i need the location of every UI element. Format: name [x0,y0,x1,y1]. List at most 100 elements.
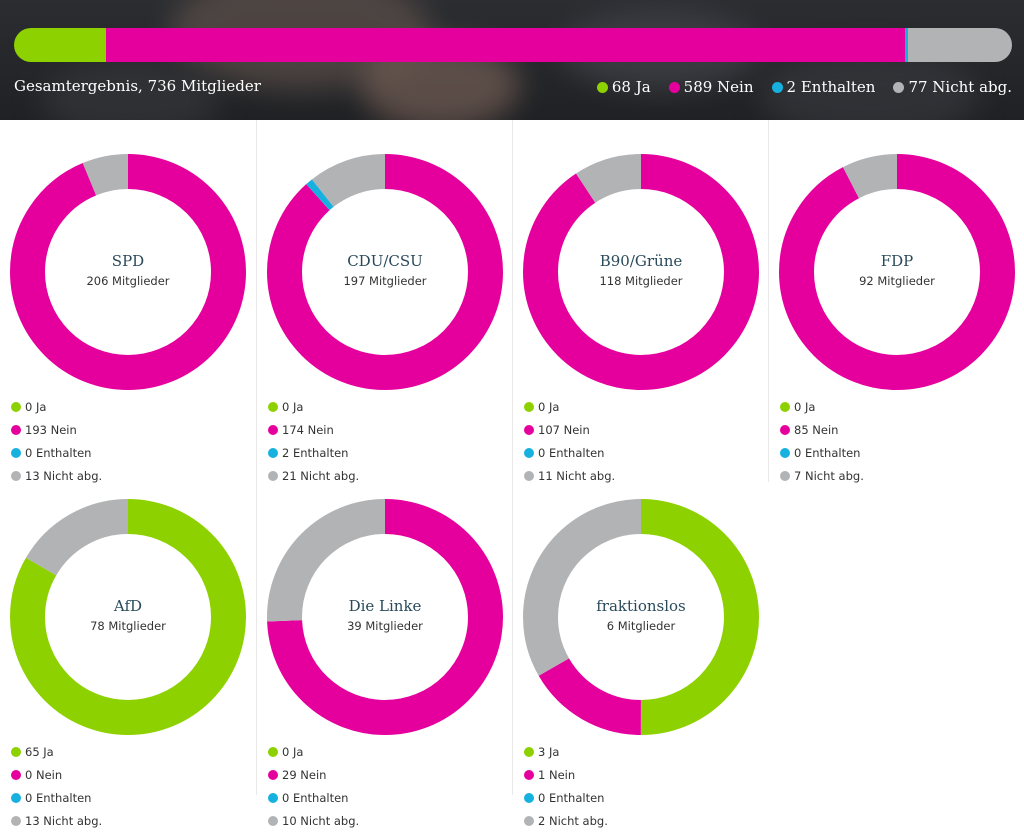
bar-segment-ja [14,28,107,62]
legend-label: 13 Nicht abg. [25,468,103,483]
legend-label: 0 Enthalten [25,445,92,460]
nicht-abgegeben-dot-icon [268,470,278,481]
nicht-abgegeben-dot-icon [780,470,790,481]
legend-item-nicht-abgegeben: 2 Nicht abg. [524,809,608,832]
ja-dot-icon [524,746,534,757]
donut-center-label: B90/Grüne 118 Mitglieder [523,154,759,390]
donut-slice-nicht-abgegeben [267,499,503,735]
enthalten-dot-icon [771,81,783,93]
legend-item-ja: 3 Ja [524,740,608,763]
legend-label: 10 Nicht abg. [282,813,360,828]
party-name: CDU/CSU [347,252,423,270]
bar-segment-nicht-abgegeben [907,28,1012,62]
legend-item-ja: 65 Ja [11,740,102,763]
legend-item-ja: 0 Ja [268,740,359,763]
nein-dot-icon [11,424,21,435]
legend-label: 0 Enthalten [794,445,861,460]
legend-label: 0 Ja [282,744,304,759]
legend-item-enthalten: 2 Enthalten [268,441,359,464]
legend-item-enthalten: 0 Enthalten [780,441,864,464]
legend-item-nein: 29 Nein [268,763,359,786]
legend-label: 68 Ja [611,78,651,96]
legend-item-enthalten: 0 Enthalten [524,441,615,464]
bar-segment-nein [106,28,905,62]
legend-label: 0 Ja [282,399,304,414]
legend-item-enthalten: 0 Enthalten [524,786,608,809]
nein-dot-icon [268,424,278,435]
party-name: fraktionslos [596,597,686,615]
legend-label: 2 Enthalten [282,445,349,460]
ja-dot-icon [596,81,608,93]
member-count: 206 Mitglieder [86,274,170,288]
legend-label: 29 Nein [282,767,327,782]
party-legend: 0 Ja 174 Nein 2 Enthalten 21 Nicht abg. [268,395,359,487]
legend-label: 0 Nein [25,767,63,782]
legend-item-nicht-abgegeben: 13 Nicht abg. [11,464,102,487]
legend-item-nicht-abgegeben: 13 Nicht abg. [11,809,102,832]
member-count: 78 Mitglieder [90,619,166,633]
enthalten-dot-icon [11,792,21,803]
total-result-legend: 68 Ja 589 Nein 2 Enthalten 77 Nicht abg. [596,78,1012,96]
legend-item-nein: 85 Nein [780,418,864,441]
legend-label: 85 Nein [794,422,839,437]
donut-center-label: Die Linke 39 Mitglieder [267,499,503,735]
party-card-fdp: FDP 92 Mitglieder 0 Ja 85 Nein 0 Enthalten 7 … [768,120,1024,483]
party-card-spd: SPD 206 Mitglieder 0 Ja 193 Nein 0 Enthalten… [0,120,256,483]
party-legend: 0 Ja 29 Nein 0 Enthalten 10 Nicht abg. [268,740,359,832]
donut-chart [779,154,1015,390]
legend-item-ja: 0 Ja [11,395,102,418]
enthalten-dot-icon [780,447,790,458]
legend-label: 13 Nicht abg. [25,813,103,828]
member-count: 6 Mitglieder [606,619,676,633]
ja-dot-icon [524,401,534,412]
legend-label: 0 Enthalten [25,790,92,805]
nicht-abgegeben-dot-icon [524,470,534,481]
legend-label: 107 Nein [538,422,590,437]
donut-slice-nicht-abgegeben [267,154,503,390]
donut-center-label: FDP 92 Mitglieder [779,154,1015,390]
party-card-fraktionslos: fraktionslos 6 Mitglieder 3 Ja 1 Nein 0 Enth… [512,465,769,828]
ja-dot-icon [11,401,21,412]
legend-label: 174 Nein [282,422,334,437]
legend-item-enthalten: 0 Enthalten [11,441,102,464]
donut-chart [523,154,759,390]
party-card-afd: AfD 78 Mitglieder 65 Ja 0 Nein 0 Enthalten 13… [0,465,256,828]
member-count: 118 Mitglieder [599,274,683,288]
legend-label: 3 Ja [538,744,560,759]
total-result-title: Gesamtergebnis, 736 Mitglieder [14,77,261,95]
donut-slice-nicht-abgegeben [10,499,246,735]
donut-slice-nicht-abgegeben [779,154,1015,390]
party-legend: 0 Ja 193 Nein 0 Enthalten 13 Nicht abg. [11,395,102,487]
ja-dot-icon [11,746,21,757]
legend-item-enthalten: 2 Enthalten [771,78,875,96]
donut-center-label: fraktionslos 6 Mitglieder [523,499,759,735]
legend-item-nicht-abgegeben: 21 Nicht abg. [268,464,359,487]
donut-chart [10,154,246,390]
party-name: FDP [880,252,914,270]
party-card-b90-grüne: B90/Grüne 118 Mitglieder 0 Ja 107 Nein 0 Ent… [512,120,769,483]
legend-label: 77 Nicht abg. [908,78,1012,96]
nein-dot-icon [11,769,21,780]
donut-center-label: CDU/CSU 197 Mitglieder [267,154,503,390]
legend-label: 21 Nicht abg. [282,468,360,483]
party-legend: 0 Ja 107 Nein 0 Enthalten 11 Nicht abg. [524,395,615,487]
party-name: SPD [111,252,145,270]
party-card-die-linke: Die Linke 39 Mitglieder 0 Ja 29 Nein 0 Entha… [256,465,513,828]
member-count: 92 Mitglieder [859,274,935,288]
legend-label: 65 Ja [25,744,54,759]
donut-slice-nicht-abgegeben [523,154,759,390]
legend-label: 0 Enthalten [538,790,605,805]
legend-label: 589 Nein [683,78,754,96]
results-header: Gesamtergebnis, 736 Mitglieder 68 Ja 589… [0,0,1024,120]
legend-item-enthalten: 0 Enthalten [11,786,102,809]
legend-label: 193 Nein [25,422,77,437]
legend-item-nein: 0 Nein [11,763,102,786]
party-name: Die Linke [348,597,422,615]
ja-dot-icon [268,401,278,412]
legend-label: 0 Enthalten [282,790,349,805]
nicht-abgegeben-dot-icon [11,815,21,826]
legend-item-nein: 1 Nein [524,763,608,786]
donut-slice-nicht-abgegeben [10,154,246,390]
nein-dot-icon [780,424,790,435]
enthalten-dot-icon [524,447,534,458]
